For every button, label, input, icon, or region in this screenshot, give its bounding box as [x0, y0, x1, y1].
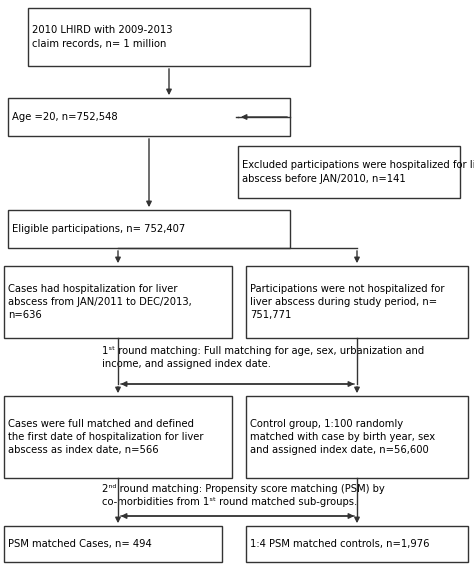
Bar: [246, 526, 468, 562]
Text: Eligible participations, n= 752,407: Eligible participations, n= 752,407: [12, 224, 185, 234]
Text: 1ˢᵗ round matching: Full matching for age, sex, urbanization and
income, and ass: 1ˢᵗ round matching: Full matching for ag…: [102, 346, 424, 369]
Text: Cases had hospitalization for liver
abscess from JAN/2011 to DEC/2013,
n=636: Cases had hospitalization for liver absc…: [8, 284, 192, 320]
Bar: [246, 266, 468, 338]
Bar: [4, 526, 222, 562]
Text: 2ⁿᵈ round matching: Propensity score matching (PSM) by
co-morbidities from 1ˢᵗ r: 2ⁿᵈ round matching: Propensity score mat…: [102, 484, 385, 507]
Bar: [8, 210, 290, 248]
Text: Age =20, n=752,548: Age =20, n=752,548: [12, 112, 118, 122]
Text: Excluded participations were hospitalized for liver
abscess before JAN/2010, n=1: Excluded participations were hospitalize…: [242, 160, 474, 183]
Text: Participations were not hospitalized for
liver abscess during study period, n=
7: Participations were not hospitalized for…: [250, 284, 445, 320]
Text: PSM matched Cases, n= 494: PSM matched Cases, n= 494: [8, 539, 152, 549]
Bar: [28, 8, 310, 66]
Bar: [8, 98, 290, 136]
Bar: [4, 396, 232, 478]
Bar: [246, 396, 468, 478]
Text: 1:4 PSM matched controls, n=1,976: 1:4 PSM matched controls, n=1,976: [250, 539, 429, 549]
Bar: [4, 266, 232, 338]
Text: Control group, 1:100 randomly
matched with case by birth year, sex
and assigned : Control group, 1:100 randomly matched wi…: [250, 419, 435, 455]
Text: 2010 LHIRD with 2009-2013
claim records, n= 1 million: 2010 LHIRD with 2009-2013 claim records,…: [32, 25, 173, 49]
Bar: [238, 146, 460, 198]
Text: Cases were full matched and defined
the first date of hospitalization for liver
: Cases were full matched and defined the …: [8, 419, 203, 455]
